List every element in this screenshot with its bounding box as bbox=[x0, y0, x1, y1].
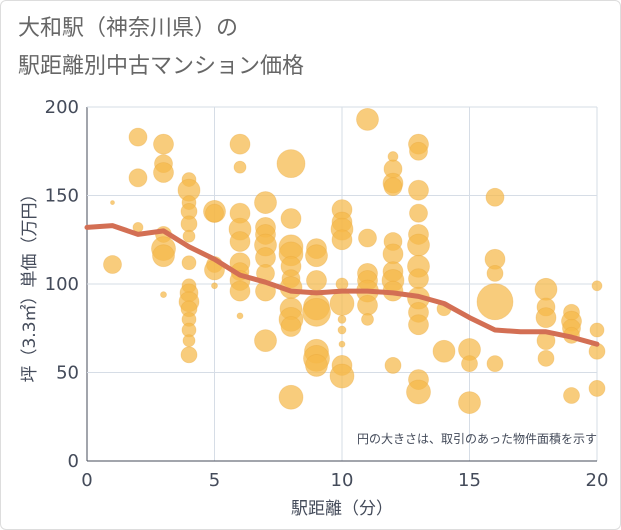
bubble-point bbox=[337, 325, 347, 335]
bubble-point bbox=[180, 346, 198, 364]
bubble-point bbox=[382, 243, 404, 265]
x-tick-label: 15 bbox=[458, 470, 481, 491]
bubble-point bbox=[236, 312, 244, 320]
bubble-point bbox=[329, 291, 355, 316]
bubble-point bbox=[535, 307, 557, 329]
bubble-point bbox=[229, 280, 251, 302]
bubble-point bbox=[408, 314, 429, 336]
bubble-point bbox=[409, 203, 428, 223]
chart-title-line-1: 大和駅（神奈川県）の bbox=[18, 16, 239, 41]
bubble-point bbox=[588, 380, 606, 397]
trend-line bbox=[84, 223, 600, 347]
bubble-point bbox=[338, 340, 346, 348]
bubble-point bbox=[384, 357, 402, 374]
bubble-point bbox=[229, 133, 251, 155]
bubble-point bbox=[383, 177, 403, 197]
bubble-point bbox=[408, 179, 429, 201]
bubble-point bbox=[153, 133, 174, 155]
bubble-point bbox=[534, 277, 558, 301]
bubble-point bbox=[458, 391, 481, 414]
y-tick-label: 50 bbox=[56, 363, 79, 384]
y-tick-label: 150 bbox=[45, 186, 79, 207]
bubble-point bbox=[153, 162, 174, 183]
bubble-point bbox=[229, 231, 251, 252]
size-note: 円の大きさは、取引のあった物件面積を示す bbox=[357, 431, 597, 446]
bubble-point bbox=[409, 141, 428, 161]
bubble-series bbox=[103, 107, 606, 414]
bubble-point bbox=[182, 334, 196, 348]
bubble-point bbox=[486, 264, 504, 282]
bubble-point bbox=[358, 228, 377, 248]
bubble-point bbox=[306, 270, 327, 291]
bubble-point bbox=[537, 349, 555, 367]
bubble-point bbox=[563, 387, 580, 404]
x-tick-label: 0 bbox=[81, 470, 92, 491]
bubble-point bbox=[361, 312, 374, 326]
bubble-point bbox=[181, 255, 197, 271]
bubble-point bbox=[331, 229, 353, 251]
bubble-point bbox=[128, 127, 148, 147]
bubble-point bbox=[356, 107, 379, 131]
bubble-point bbox=[302, 297, 331, 327]
y-tick-label: 100 bbox=[45, 274, 79, 295]
bubble-point bbox=[160, 291, 167, 299]
bubble-point bbox=[407, 233, 430, 257]
bubble-point bbox=[591, 280, 603, 292]
bubble-point bbox=[278, 384, 304, 410]
bubble-point bbox=[205, 203, 224, 223]
bubble-point bbox=[152, 244, 175, 268]
x-tick-label: 5 bbox=[209, 470, 220, 491]
bubble-point bbox=[233, 160, 247, 174]
bubble-point bbox=[486, 355, 504, 373]
bubble-point bbox=[254, 191, 277, 214]
bubble-point bbox=[329, 363, 355, 389]
bubble-point bbox=[408, 268, 429, 290]
bubble-point bbox=[182, 229, 196, 243]
bubble-point bbox=[337, 314, 347, 324]
bubble-point bbox=[432, 339, 456, 363]
bubble-point bbox=[461, 355, 478, 373]
bubble-point bbox=[280, 208, 302, 229]
x-tick-label: 10 bbox=[331, 470, 354, 491]
x-tick-label: 20 bbox=[586, 470, 609, 491]
bubble-point bbox=[357, 294, 378, 316]
bubble-point bbox=[305, 354, 328, 377]
bubble-point bbox=[211, 282, 218, 290]
y-axis-title: 坪（3.3㎡）単価（万円） bbox=[20, 185, 40, 382]
bubble-point bbox=[305, 244, 328, 268]
bubble-point bbox=[406, 379, 431, 405]
bubble-point bbox=[128, 168, 148, 188]
bubble-point bbox=[335, 277, 349, 291]
chart-title-line-2: 駅距離別中古マンション価格 bbox=[18, 54, 305, 79]
bubble-point bbox=[254, 329, 277, 353]
bubble-point bbox=[476, 283, 514, 321]
bubble-point bbox=[485, 187, 505, 207]
y-tick-label: 200 bbox=[45, 97, 79, 118]
bubble-point bbox=[110, 200, 115, 205]
bubble-point bbox=[589, 322, 605, 338]
trend-line-group bbox=[84, 223, 600, 347]
bubble-point bbox=[180, 215, 198, 233]
bubble-point bbox=[103, 255, 122, 274]
bubble-point bbox=[276, 149, 306, 179]
y-tick-label: 0 bbox=[68, 451, 79, 472]
x-axis-title: 駅距離（分） bbox=[291, 499, 393, 519]
bubble-point bbox=[280, 316, 302, 337]
